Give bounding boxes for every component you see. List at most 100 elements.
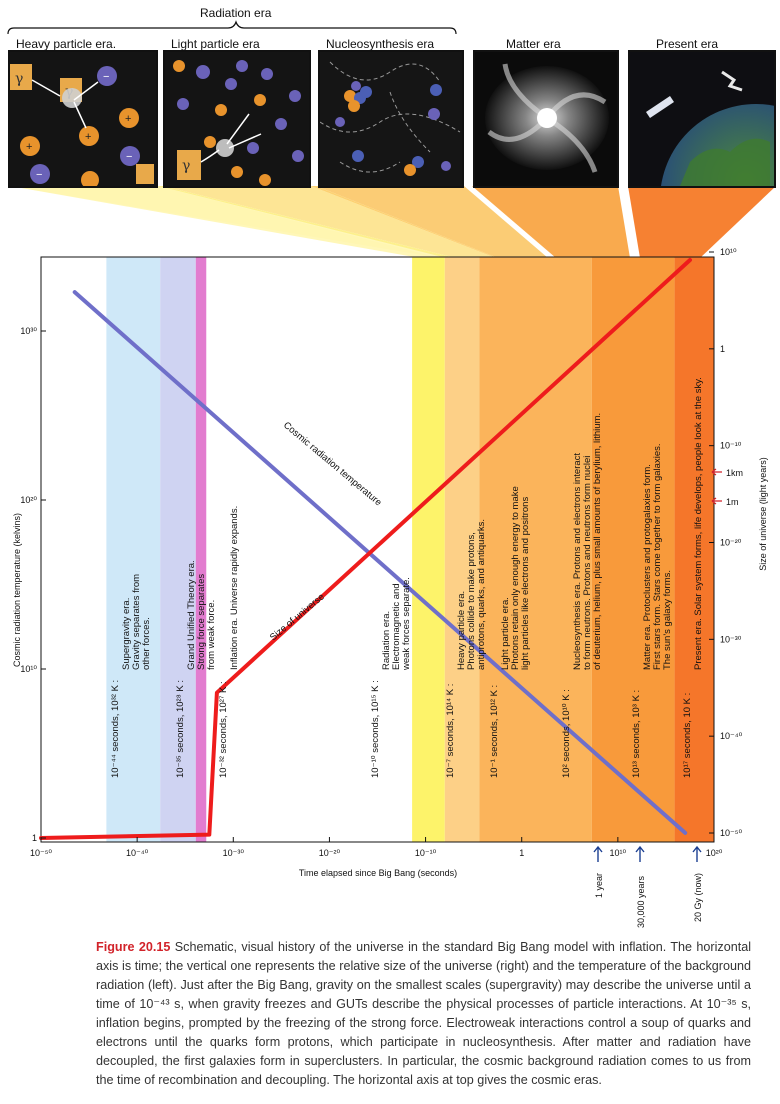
era-beams bbox=[10, 186, 776, 258]
figure-chart: 10⁻⁵⁰ 10⁻⁴⁰ 10⁻³⁰ 10⁻²⁰ 10⁻¹⁰ 1 10¹⁰ 10²⁰ 1 10¹⁰ 1… bbox=[7, 20, 776, 928]
band-label-5-1: Photons retain only enough energy to mak… bbox=[510, 486, 521, 670]
svg-text:γ: γ bbox=[182, 158, 190, 174]
band-label-6-2: of deuterium, helium, plus small amounts… bbox=[592, 413, 603, 670]
svg-text:1m: 1m bbox=[726, 497, 739, 507]
x-tick-label-4: 10⁻¹⁰ bbox=[415, 848, 437, 858]
band-label-4-0: Heavy particle era. bbox=[456, 591, 467, 670]
band-label-2-0: Inflation era. Universe rapidly expands. bbox=[229, 506, 240, 670]
panel-title-nucleo: Nucleosynthesis era bbox=[326, 37, 435, 51]
band-condition-3: 10⁻¹⁰ seconds, 10¹⁵ K : bbox=[370, 680, 381, 778]
x-tick-label-2: 10⁻³⁰ bbox=[223, 848, 245, 858]
nucleosynthesis-illustration bbox=[320, 61, 461, 176]
y-right-tick-label-5: 10⁻⁴⁰ bbox=[720, 731, 743, 741]
band-label-7-1: First stars form. Stars come together to… bbox=[652, 444, 663, 671]
band-label-4-1: Photons collide to make protons, bbox=[466, 532, 477, 670]
band-label-5-0: Light particle era. bbox=[500, 597, 511, 670]
svg-text:+: + bbox=[26, 141, 32, 153]
plot-frame bbox=[40, 256, 715, 843]
band-1 bbox=[160, 257, 196, 842]
svg-text:1km: 1km bbox=[726, 468, 743, 478]
band-label-3-0: Radiation era. bbox=[381, 611, 392, 670]
band-texts: 10⁻⁴⁴ seconds, 10³² K :Supergravity era.… bbox=[110, 377, 704, 778]
band-4 bbox=[412, 257, 445, 842]
svg-text:+: + bbox=[85, 131, 91, 143]
light-particle-illustration: γ bbox=[173, 60, 304, 186]
x-tick-label-5: 1 bbox=[519, 848, 524, 858]
y-left-tick-label-3: 10³⁰ bbox=[20, 326, 37, 336]
series-group bbox=[39, 258, 692, 840]
band-2 bbox=[195, 257, 207, 842]
band-label-0-1: Gravity separates from bbox=[131, 574, 142, 670]
band-8 bbox=[674, 257, 714, 842]
band-condition-6: 10² seconds, 10¹⁰ K : bbox=[561, 689, 572, 778]
svg-text:30,000 years: 30,000 years bbox=[636, 875, 646, 928]
x-tick-label-6: 10¹⁰ bbox=[610, 848, 627, 858]
svg-text:γ: γ bbox=[15, 71, 23, 87]
right-marker-1km: 1km bbox=[711, 468, 743, 478]
svg-text:1 year: 1 year bbox=[594, 873, 604, 898]
band-0 bbox=[106, 257, 161, 842]
band-label-3-2: weak forces separate. bbox=[401, 577, 412, 671]
y-left-tick-label-2: 10²⁰ bbox=[20, 495, 37, 505]
band-label-7-2: The sun's galaxy forms. bbox=[662, 570, 673, 670]
y-right-tick-label-6: 10⁻⁵⁰ bbox=[720, 828, 742, 838]
band-5 bbox=[444, 257, 480, 842]
figure-caption: Figure 20.15 Schematic, visual history o… bbox=[96, 938, 751, 1090]
bottom-marker-30000years: 30,000 years bbox=[635, 845, 646, 928]
y-right-tick-label-4: 10⁻³⁰ bbox=[720, 634, 742, 644]
x-tick-label-1: 10⁻⁴⁰ bbox=[126, 848, 149, 858]
x-tick-label-7: 10²⁰ bbox=[706, 848, 723, 858]
x-axis-label: Time elapsed since Big Bang (seconds) bbox=[299, 868, 457, 878]
svg-text:20 Gy (now): 20 Gy (now) bbox=[693, 873, 703, 922]
band-label-6-1: to form neutrons. Protons and neutrons f… bbox=[582, 456, 593, 670]
band-condition-8: 10¹⁷ seconds, 10 K : bbox=[682, 693, 693, 778]
series-line-1 bbox=[39, 258, 692, 840]
era-bands bbox=[106, 257, 714, 842]
band-label-0-2: other forces. bbox=[141, 617, 152, 670]
axis-ticks: 10⁻⁵⁰ 10⁻⁴⁰ 10⁻³⁰ 10⁻²⁰ 10⁻¹⁰ 1 10¹⁰ 10²⁰ 1 10¹⁰ 1… bbox=[20, 247, 742, 858]
band-condition-4: 10⁻⁷ seconds, 10¹⁴ K : bbox=[445, 684, 456, 778]
band-label-0-0: Supergravity era. bbox=[121, 598, 132, 670]
y-right-tick-label-2: 10⁻¹⁰ bbox=[720, 441, 742, 451]
panel-present bbox=[628, 50, 776, 188]
bottom-marker-1year: 1 year bbox=[593, 845, 604, 898]
band-label-6-0: Nucleosynthesis era. Protons and electro… bbox=[572, 453, 583, 670]
x-tick-label-3: 10⁻²⁰ bbox=[319, 848, 341, 858]
svg-text:+: + bbox=[125, 113, 131, 125]
band-label-1-1: Strong force separates bbox=[196, 574, 207, 670]
svg-text:−: − bbox=[126, 151, 132, 163]
band-condition-5: 10⁻¹ seconds, 10¹² K : bbox=[489, 685, 500, 778]
band-label-4-2: antiprotons, quarks, and antiquarks. bbox=[476, 519, 487, 670]
series-line-0 bbox=[72, 290, 688, 835]
bottom-marker-now: 20 Gy (now) bbox=[692, 845, 703, 922]
band-label-1-2: from weak force. bbox=[206, 600, 217, 670]
band-7 bbox=[591, 257, 675, 842]
y-left-label: Cosmic radiation temperature (kelvins) bbox=[12, 513, 22, 667]
panel-light-particle: γ bbox=[163, 50, 311, 188]
band-6 bbox=[479, 257, 592, 842]
panel-matter bbox=[473, 50, 619, 188]
band-condition-1: 10⁻³⁵ seconds, 10²⁸ K : bbox=[175, 680, 186, 778]
band-condition-7: 10¹³ seconds, 10³ K : bbox=[631, 690, 642, 778]
y-right-tick-label-1: 1 bbox=[720, 344, 725, 354]
panel-title-light: Light particle era bbox=[171, 37, 260, 51]
panel-title-matter: Matter era bbox=[506, 37, 561, 51]
band-condition-0: 10⁻⁴⁴ seconds, 10³² K : bbox=[110, 680, 121, 778]
band-label-3-1: Electromagnetic and bbox=[391, 583, 402, 670]
panel-heavy-particle: γ γ − + + + − − bbox=[8, 50, 158, 188]
galaxy-illustration bbox=[485, 63, 609, 173]
figure-label: Figure 20.15 bbox=[96, 940, 171, 954]
y-left-tick-label-0: 1 bbox=[32, 833, 37, 843]
band-label-1-0: Grand Unified Theory era. bbox=[186, 560, 197, 670]
right-marker-1m: 1m bbox=[711, 497, 739, 507]
caption-text: Schematic, visual history of the univers… bbox=[96, 940, 752, 1087]
band-condition-2: 10⁻³² seconds, 10²⁷ K : bbox=[218, 681, 229, 778]
band-label-7-0: Matter era. Protoclusters and protogalax… bbox=[642, 464, 653, 670]
radiation-era-brace bbox=[7, 20, 457, 35]
panel-nucleosynthesis bbox=[318, 50, 464, 188]
svg-text:−: − bbox=[103, 71, 109, 83]
panel-title-heavy: Heavy particle era. bbox=[16, 37, 117, 51]
panel-title-present: Present era bbox=[656, 37, 719, 51]
y-right-tick-label-3: 10⁻²⁰ bbox=[720, 538, 742, 548]
band-label-5-2: light particles like electrons and posit… bbox=[520, 497, 531, 670]
